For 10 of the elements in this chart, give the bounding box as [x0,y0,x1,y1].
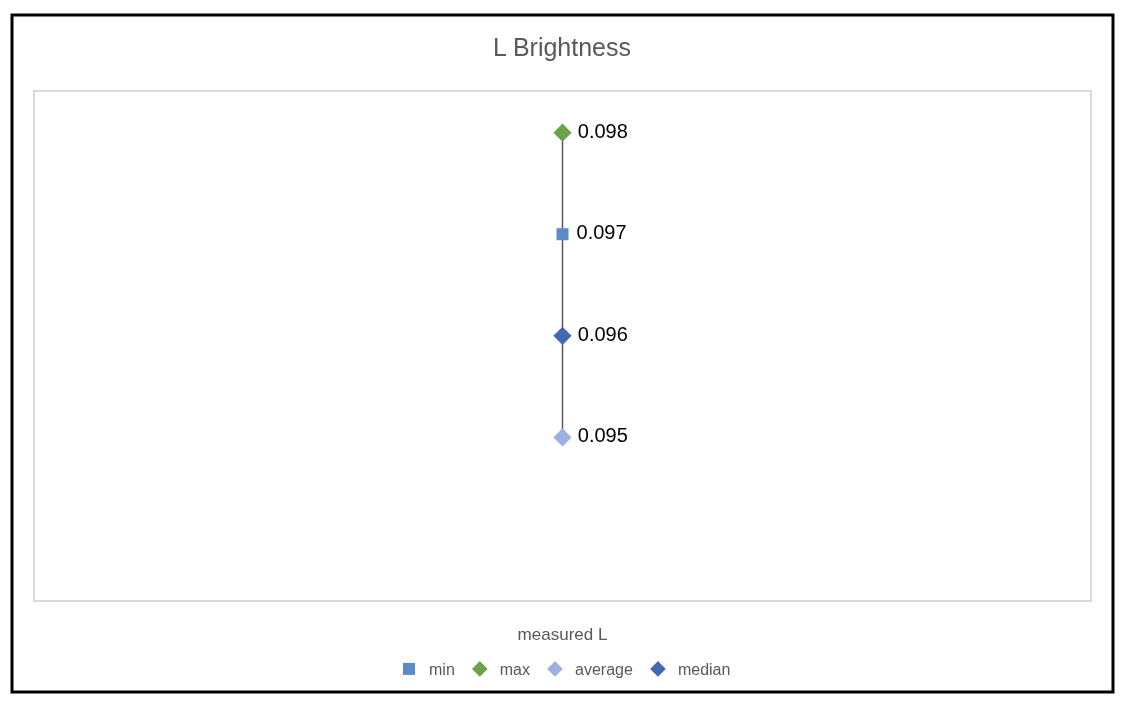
legend-label: max [499,661,531,679]
data-label: 0.098 [572,119,628,142]
legend-label: median [677,661,731,679]
data-label: 0.095 [572,424,628,447]
x-tick-label: measured L [517,625,608,645]
legend-label: min [429,661,455,679]
data-label: 0.097 [571,221,627,244]
legend-label: average [575,661,633,679]
data-label: 0.096 [572,322,628,345]
chart-title: L Brightness [492,32,632,61]
